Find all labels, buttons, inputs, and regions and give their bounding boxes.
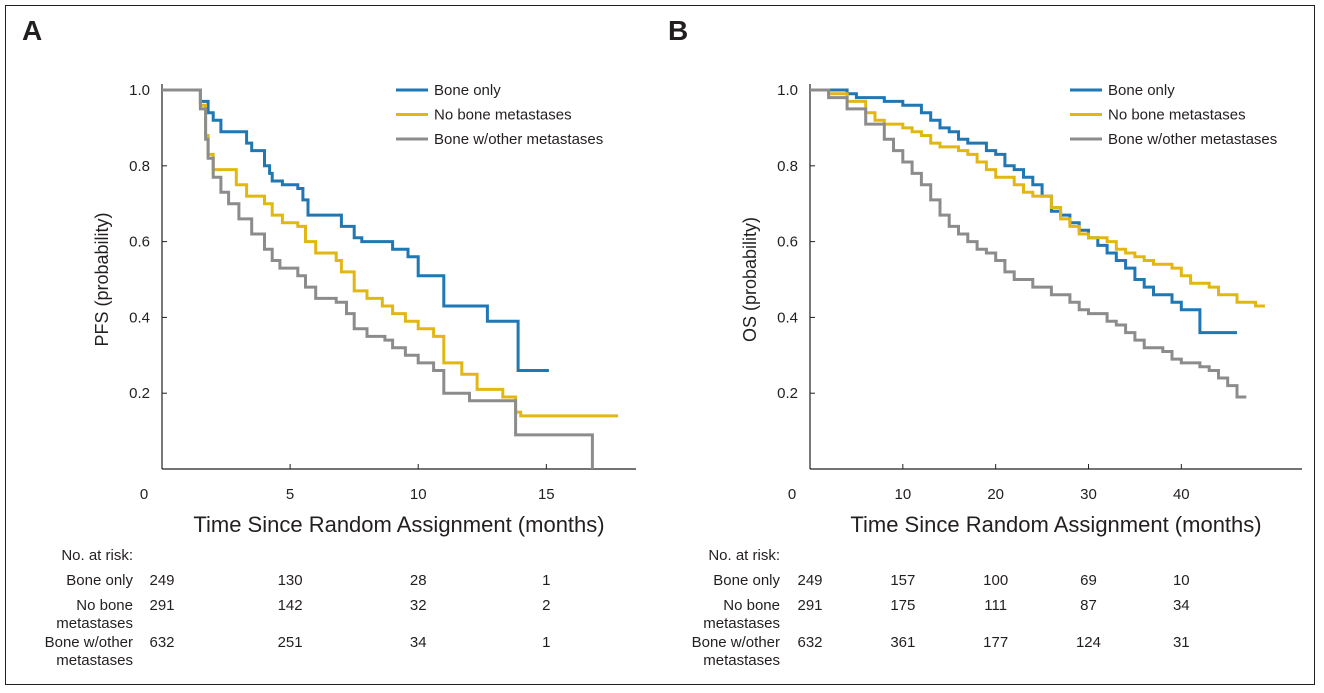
risk-count: 124: [1076, 634, 1101, 651]
risk-count: 130: [278, 572, 303, 589]
y-tick-label: 0.2: [777, 385, 798, 402]
risk-row-label: No bone: [723, 597, 780, 614]
risk-row-label: Bone w/other: [692, 634, 780, 651]
y-tick-label: 1.0: [777, 82, 798, 99]
y-tick-label: 0.2: [129, 385, 150, 402]
series-line-bone-only: [810, 88, 1237, 335]
risk-row-label: No bone: [76, 597, 133, 614]
y-axis-label: PFS (probability): [92, 212, 112, 346]
x-tick-label: 5: [286, 486, 294, 503]
series-line-no-bone-metastases: [162, 88, 619, 418]
risk-count: 2: [542, 597, 550, 614]
y-axis-label: OS (probability): [740, 217, 760, 342]
x-tick-label: 15: [538, 486, 555, 503]
risk-row-label: Bone only: [713, 572, 780, 589]
legend-label: Bone only: [434, 82, 501, 99]
y-tick-label: 0.8: [129, 158, 150, 175]
risk-count: 31: [1173, 634, 1190, 651]
x-tick-label: 0: [788, 486, 796, 503]
risk-count: 361: [890, 634, 915, 651]
y-tick-label: 0.6: [129, 234, 150, 251]
figure-frame: [5, 5, 1315, 685]
risk-count: 69: [1080, 572, 1097, 589]
risk-count: 251: [278, 634, 303, 651]
risk-count: 10: [1173, 572, 1190, 589]
risk-count: 28: [410, 572, 427, 589]
risk-count: 157: [890, 572, 915, 589]
y-tick-label: 0.4: [777, 309, 798, 326]
risk-count: 177: [983, 634, 1008, 651]
y-tick-label: 0.4: [129, 309, 150, 326]
risk-count: 1: [542, 572, 550, 589]
risk-count: 34: [410, 634, 427, 651]
risk-count: 175: [890, 597, 915, 614]
risk-row-label: metastases: [56, 615, 133, 632]
risk-count: 249: [149, 572, 174, 589]
legend-label: Bone only: [1108, 82, 1175, 99]
risk-count: 1: [542, 634, 550, 651]
risk-table-header: No. at risk:: [61, 547, 133, 564]
y-tick-label: 0.8: [777, 158, 798, 175]
series-line-bone-only: [162, 88, 549, 372]
y-tick-label: 1.0: [129, 82, 150, 99]
risk-table-header: No. at risk:: [708, 547, 780, 564]
risk-count: 632: [149, 634, 174, 651]
risk-count: 87: [1080, 597, 1097, 614]
risk-row-label: Bone only: [66, 572, 133, 589]
panel-letter: A: [22, 15, 42, 46]
x-tick-label: 20: [987, 486, 1004, 503]
risk-count: 111: [984, 597, 1007, 614]
legend-label: No bone metastases: [1108, 107, 1246, 124]
legend-label: No bone metastases: [434, 107, 572, 124]
panel-letter: B: [668, 15, 688, 46]
risk-count: 291: [797, 597, 822, 614]
series-line-bone-w-other-metastases: [810, 88, 1247, 399]
risk-count: 34: [1173, 597, 1190, 614]
x-tick-label: 10: [410, 486, 427, 503]
x-axis-label: Time Since Random Assignment (months): [193, 512, 604, 537]
risk-count: 249: [797, 572, 822, 589]
risk-count: 291: [149, 597, 174, 614]
risk-row-label: metastases: [703, 652, 780, 669]
x-tick-label: 10: [894, 486, 911, 503]
legend-label: Bone w/other metastases: [1108, 131, 1277, 148]
series-line-bone-w-other-metastases: [162, 88, 594, 469]
risk-row-label: metastases: [703, 615, 780, 632]
panel-b: B 0.2 0.4 0.6 0.8 1.0 0 10 20 30 40 Time Since Rand…: [668, 15, 1302, 669]
legend-label: Bone w/other metastases: [434, 131, 603, 148]
x-tick-label: 30: [1080, 486, 1097, 503]
risk-count: 32: [410, 597, 427, 614]
series-line-no-bone-metastases: [810, 88, 1265, 308]
x-tick-label: 0: [140, 486, 148, 503]
risk-count: 100: [983, 572, 1008, 589]
y-tick-label: 0.6: [777, 234, 798, 251]
risk-count: 632: [797, 634, 822, 651]
x-tick-label: 40: [1173, 486, 1190, 503]
risk-row-label: metastases: [56, 652, 133, 669]
risk-row-label: Bone w/other: [45, 634, 133, 651]
risk-count: 142: [278, 597, 303, 614]
x-axis-label: Time Since Random Assignment (months): [850, 512, 1261, 537]
panel-a: A 0.2 0.4 0.6 0.8 1.0 0 5 10 15 Time Since Random …: [22, 15, 636, 669]
